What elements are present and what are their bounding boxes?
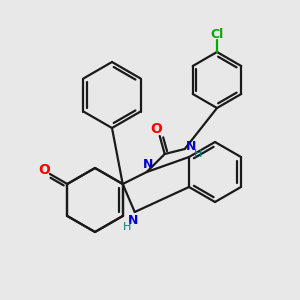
Text: Cl: Cl [210, 28, 224, 40]
Text: N: N [142, 158, 153, 172]
Text: O: O [38, 164, 50, 178]
Text: O: O [150, 122, 162, 136]
Text: H: H [194, 149, 202, 159]
Text: N: N [128, 214, 138, 226]
Text: N: N [185, 140, 196, 154]
Text: H: H [122, 222, 131, 232]
